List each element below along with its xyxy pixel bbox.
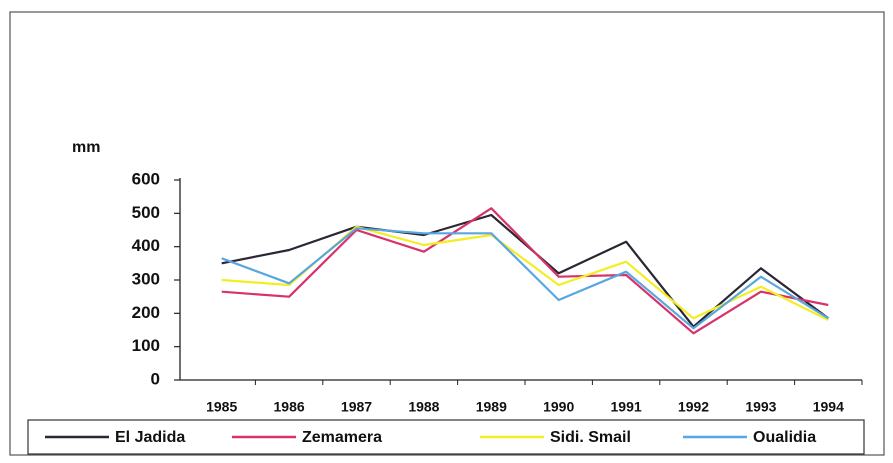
x-tick-label: 1985 (206, 399, 237, 415)
legend-box (27, 419, 865, 455)
x-tick-label: 1993 (745, 399, 776, 415)
y-tick-label: 100 (132, 336, 160, 355)
x-tick-label: 1986 (274, 399, 305, 415)
legend-label: Sidi. Smail (550, 429, 631, 446)
series-line (221, 227, 829, 330)
x-tick-label: 1988 (408, 399, 439, 415)
x-tick-label: 1987 (341, 399, 372, 415)
y-tick-label: 200 (132, 303, 160, 322)
y-tick-label: 0 (151, 369, 160, 388)
x-tick-label: 1990 (543, 399, 574, 415)
legend-label: El Jadida (115, 429, 185, 446)
y-axis-label: mm (72, 139, 100, 156)
legend-label: Oualidia (753, 429, 816, 446)
y-tick-label: 300 (132, 269, 160, 288)
series-line (221, 213, 829, 328)
y-tick-label: 600 (132, 169, 160, 188)
series-line (221, 207, 829, 335)
y-tick-label: 400 (132, 236, 160, 255)
x-tick-label: 1991 (611, 399, 642, 415)
x-tick-label: 1992 (678, 399, 709, 415)
legend-label: Zemamera (302, 429, 382, 446)
chart-frame (9, 11, 885, 456)
x-tick-label: 1989 (476, 399, 507, 415)
y-tick-label: 500 (132, 203, 160, 222)
x-tick-label: 1994 (813, 399, 844, 415)
